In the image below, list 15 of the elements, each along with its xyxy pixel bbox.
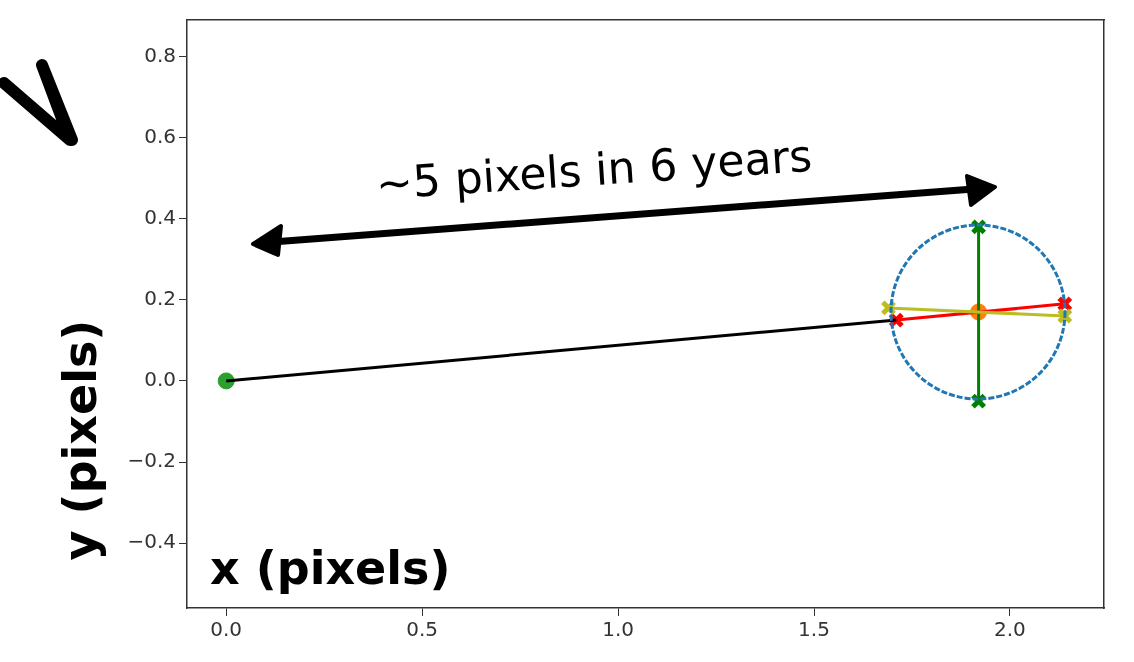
y-tick-label: −0.4 <box>127 529 176 554</box>
y-tick-label: 0.8 <box>144 42 176 67</box>
y-tick-label: 0.2 <box>144 286 176 311</box>
y-tick-label: −0.2 <box>127 448 176 473</box>
y-tick-label: 0.0 <box>144 367 176 392</box>
y-axis-title: y (pixels) <box>53 319 107 561</box>
x-tick-label: 0.0 <box>210 617 243 642</box>
y-tick-label: 0.4 <box>144 204 176 229</box>
x-tick-label: 0.5 <box>406 617 439 642</box>
y-tick-label: 0.6 <box>144 123 176 148</box>
x-tick-label: 2.0 <box>994 617 1026 642</box>
annotation: ~5 pixels in 6 years <box>374 129 814 210</box>
x-axis-title: x (pixels) <box>210 541 451 595</box>
x-tick-label: 1.0 <box>602 617 634 642</box>
x-tick-label: 1.5 <box>798 617 830 642</box>
